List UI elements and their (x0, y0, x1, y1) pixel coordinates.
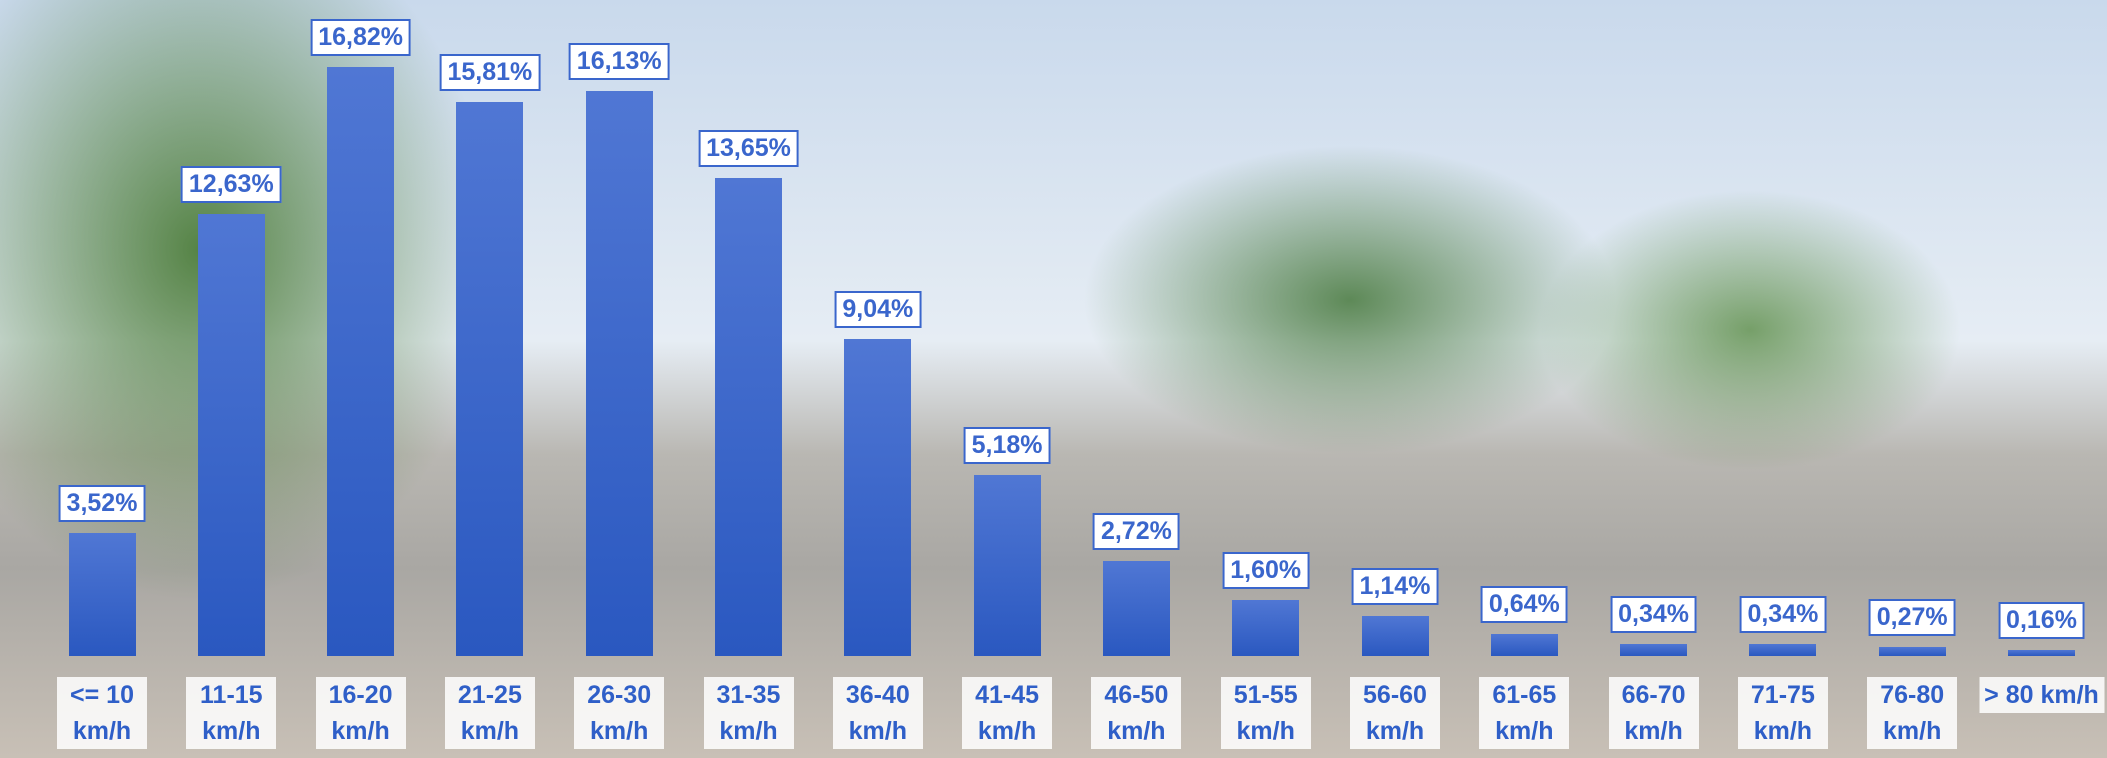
x-tick-label: 11-15 km/h (186, 677, 276, 749)
value-label: 0,27% (1869, 599, 1956, 636)
x-tick-label: 71-75 km/h (1738, 677, 1828, 749)
bar (1749, 644, 1816, 656)
x-tick-label: 76-80 km/h (1867, 677, 1957, 749)
x-tick-label: 61-65 km/h (1479, 677, 1569, 749)
value-label: 16,82% (310, 19, 411, 56)
bar (198, 214, 265, 656)
x-tick-label: 56-60 km/h (1350, 677, 1440, 749)
x-tick-label: 46-50 km/h (1091, 677, 1181, 749)
x-tick-label: > 80 km/h (1979, 677, 2104, 713)
value-label: 0,34% (1739, 596, 1826, 633)
bar (1103, 561, 1170, 656)
x-tick-label: 41-45 km/h (962, 677, 1052, 749)
bar (974, 475, 1041, 656)
x-tick-label: 16-20 km/h (316, 677, 406, 749)
value-label: 2,72% (1093, 513, 1180, 550)
x-tick-label: 31-35 km/h (704, 677, 794, 749)
value-label: 9,04% (834, 291, 921, 328)
bar (456, 102, 523, 656)
value-label: 16,13% (569, 43, 670, 80)
bar (2008, 650, 2075, 656)
x-tick-label: 36-40 km/h (833, 677, 923, 749)
bar (1879, 647, 1946, 656)
value-label: 1,60% (1222, 552, 1309, 589)
bar (844, 339, 911, 656)
value-label: 12,63% (181, 166, 282, 203)
value-label: 0,34% (1610, 596, 1697, 633)
value-label: 13,65% (698, 130, 799, 167)
value-label: 0,64% (1481, 586, 1568, 623)
bar (1232, 600, 1299, 656)
value-label: 15,81% (439, 54, 540, 91)
bar (1491, 634, 1558, 656)
chart: 3,52% <= 10 km/h 12,63% 11-15 km/h 16,82% 16-… (0, 0, 2107, 758)
bar (586, 91, 653, 656)
value-label: 0,16% (1998, 602, 2085, 639)
value-label: 5,18% (964, 427, 1051, 464)
x-tick-label: 66-70 km/h (1609, 677, 1699, 749)
value-label: 3,52% (59, 485, 146, 522)
x-tick-label: 21-25 km/h (445, 677, 535, 749)
bar (327, 67, 394, 656)
bar (1620, 644, 1687, 656)
value-label: 1,14% (1352, 568, 1439, 605)
bar (715, 178, 782, 656)
x-tick-label: 51-55 km/h (1221, 677, 1311, 749)
x-tick-label: 26-30 km/h (574, 677, 664, 749)
x-tick-label: <= 10 km/h (57, 677, 147, 749)
bar (1362, 616, 1429, 656)
bar (69, 533, 136, 656)
